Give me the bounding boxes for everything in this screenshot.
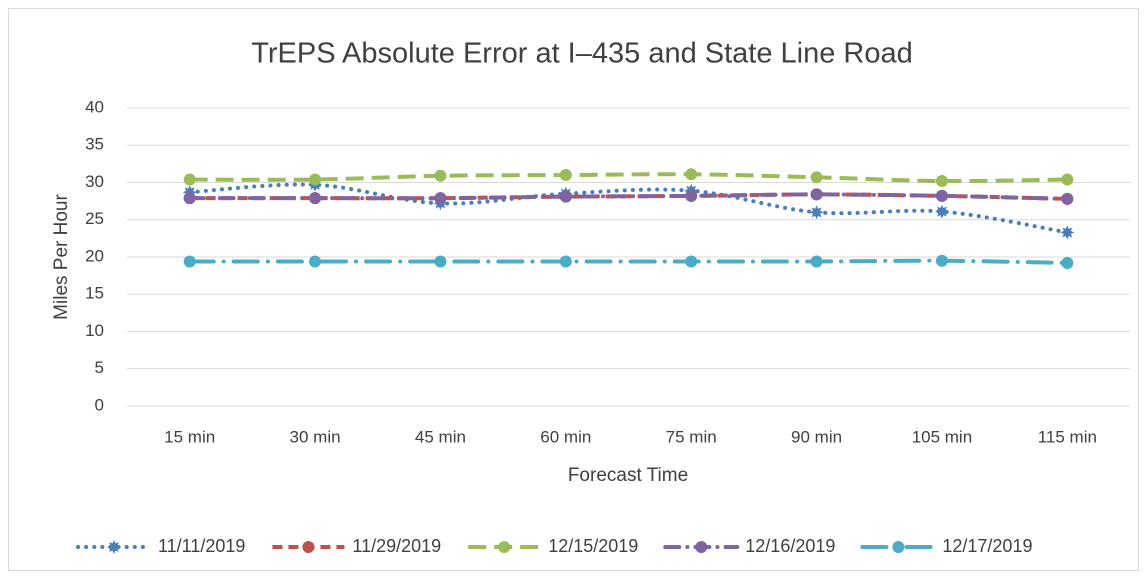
marker [309, 173, 322, 186]
x-tick-label: 45 min [415, 427, 466, 446]
x-tick-label: 15 min [164, 427, 215, 446]
marker [183, 173, 196, 186]
y-tick-label: 5 [95, 358, 104, 377]
marker [183, 255, 196, 268]
marker [1061, 173, 1074, 186]
marker [934, 204, 949, 219]
marker [309, 192, 322, 205]
legend-marker [695, 541, 708, 553]
x-tick-label: 60 min [540, 427, 591, 446]
legend-label: 12/15/2019 [548, 536, 638, 556]
marker [434, 192, 447, 205]
marker [1060, 225, 1075, 240]
legend-label: 12/17/2019 [942, 536, 1032, 556]
y-axis-title: Miles Per Hour [51, 194, 72, 320]
marker [685, 255, 698, 268]
legend-marker [892, 541, 905, 553]
x-tick-label: 30 min [290, 427, 341, 446]
marker [810, 171, 823, 184]
x-tick-label: 75 min [666, 427, 717, 446]
legend-marker [498, 541, 511, 553]
marker [434, 169, 447, 182]
marker [183, 192, 196, 205]
series-line [187, 182, 1070, 235]
legend-marker [302, 541, 315, 553]
y-tick-label: 30 [85, 172, 104, 191]
marker [1061, 192, 1074, 205]
x-tick-label: 105 min [912, 427, 972, 446]
legend-label: 11/11/2019 [158, 536, 245, 556]
y-tick-label: 15 [85, 284, 104, 303]
marker [685, 189, 698, 202]
x-tick-label: 90 min [791, 427, 842, 446]
chart-title: TrEPS Absolute Error at I–435 and State … [251, 38, 913, 70]
y-tick-label: 20 [85, 246, 104, 265]
y-tick-label: 10 [85, 321, 104, 340]
marker [559, 169, 572, 182]
marker [810, 188, 823, 201]
marker [559, 190, 572, 203]
series-line [187, 258, 1070, 265]
y-tick-label: 0 [95, 395, 104, 414]
legend-label: 11/29/2019 [352, 536, 441, 556]
marker [935, 175, 948, 188]
y-tick-label: 35 [85, 135, 104, 154]
x-axis-title: Forecast Time [568, 465, 688, 486]
y-tick-label: 40 [85, 97, 104, 116]
series-line [187, 192, 1070, 201]
series-line [189, 172, 1068, 184]
marker [810, 255, 823, 268]
legend-label: 12/16/2019 [745, 536, 835, 556]
marker [935, 254, 948, 267]
marker [935, 189, 948, 202]
marker [685, 168, 698, 181]
legend-marker [107, 540, 121, 554]
chart-border [8, 8, 1139, 571]
marker [1061, 256, 1074, 269]
y-tick-label: 25 [85, 209, 104, 228]
x-tick-label: 115 min [1038, 427, 1097, 446]
marker [809, 205, 824, 220]
marker [309, 255, 322, 268]
marker [559, 255, 572, 268]
marker [434, 255, 447, 268]
